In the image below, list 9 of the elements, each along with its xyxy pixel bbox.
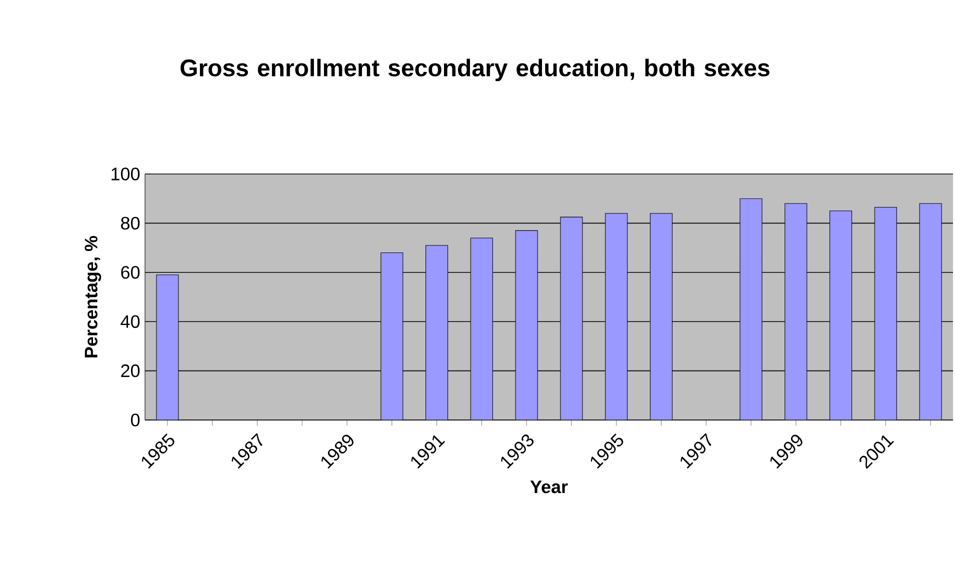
x-axis-title: Year	[530, 480, 568, 494]
y-tick-label: 0	[130, 414, 140, 426]
y-tick-label: 20	[121, 364, 140, 378]
y-axis-title: Percentage, %	[84, 236, 102, 358]
chart-title: Gross enrollment secondary education, both sexes	[180, 58, 770, 82]
y-tick-label: 80	[121, 216, 140, 230]
y-tick-label: 100	[112, 168, 140, 180]
y-tick-label: 60	[121, 266, 140, 279]
y-tick-label: 40	[120, 315, 140, 328]
